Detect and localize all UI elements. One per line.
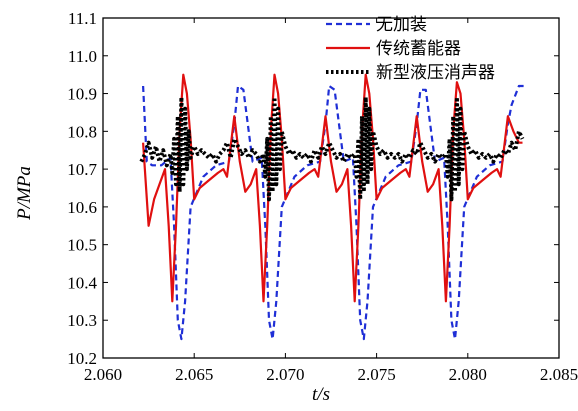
x-tick-label: 2.075 — [357, 365, 395, 384]
y-axis-label: P/MPa — [14, 166, 35, 221]
x-tick-label: 2.060 — [84, 365, 122, 384]
y-tick-label: 10.5 — [67, 236, 97, 255]
plot-area — [102, 17, 560, 359]
y-tick-label: 10.7 — [67, 160, 97, 179]
x-axis-label: t/s — [312, 384, 330, 405]
y-tick-label: 10.9 — [67, 85, 97, 104]
y-tick-label: 10.6 — [67, 198, 97, 217]
series-line-2 — [142, 73, 523, 303]
y-tick-label: 10.4 — [67, 273, 97, 292]
series-line-3 — [139, 95, 525, 202]
y-tick-label: 10.3 — [67, 311, 97, 330]
axis-ticks — [102, 17, 560, 359]
series-line-1 — [142, 84, 527, 341]
x-tick-label: 2.070 — [266, 365, 304, 384]
plot-frame-border — [102, 17, 560, 359]
legend-label-1: 无加装 — [376, 15, 427, 34]
x-tick-label: 2.065 — [175, 365, 213, 384]
series-layer — [139, 73, 527, 341]
y-tick-label: 10.8 — [67, 122, 97, 141]
legend-label-3: 新型液压消声器 — [376, 63, 495, 82]
x-tick-label: 2.085 — [540, 365, 578, 384]
y-tick-label: 10.2 — [67, 349, 97, 368]
y-tick-label: 11.0 — [68, 47, 97, 66]
x-tick-label: 2.080 — [449, 365, 487, 384]
legend-label-2: 传统蓄能器 — [376, 39, 461, 58]
tick-labels: 2.060 2.065 2.070 2.075 2.080 2.085 10.2 10.3 10… — [67, 9, 578, 384]
y-tick-label: 11.1 — [68, 9, 97, 28]
